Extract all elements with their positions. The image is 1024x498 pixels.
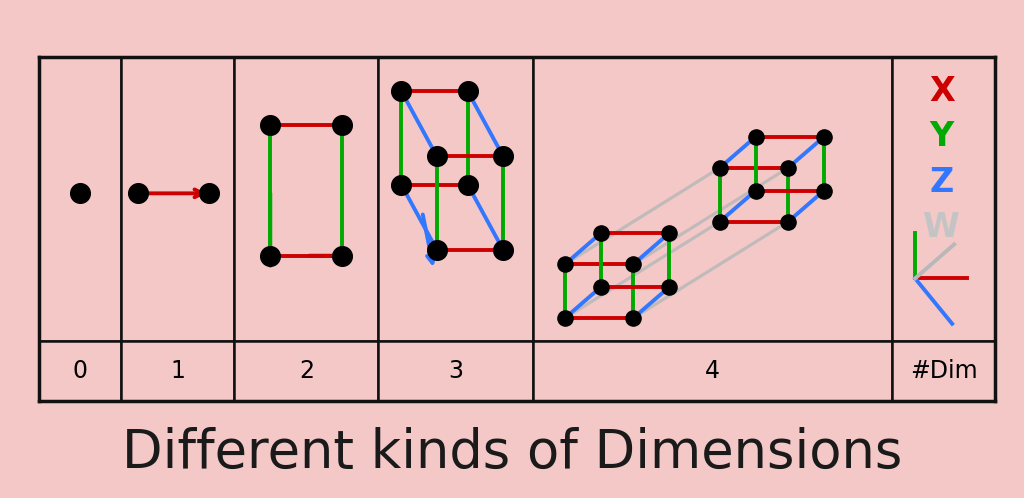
Text: 2: 2: [299, 359, 313, 383]
Point: [816, 132, 833, 140]
Point: [816, 187, 833, 195]
Point: [334, 251, 350, 259]
Text: #Dim: #Dim: [910, 359, 978, 383]
Point: [748, 187, 764, 195]
Point: [262, 122, 279, 129]
Point: [748, 132, 764, 140]
Point: [429, 246, 445, 254]
Point: [780, 218, 797, 226]
Point: [429, 152, 445, 160]
Text: X: X: [929, 75, 954, 108]
Text: 3: 3: [447, 359, 463, 383]
Point: [334, 122, 350, 129]
Text: 1: 1: [170, 359, 185, 383]
Text: 0: 0: [73, 359, 87, 383]
Point: [712, 164, 728, 172]
Text: 4: 4: [705, 359, 720, 383]
Point: [393, 181, 410, 189]
Point: [393, 87, 410, 95]
Text: Z: Z: [930, 165, 954, 199]
Point: [593, 229, 609, 237]
Point: [712, 218, 728, 226]
Point: [495, 246, 511, 254]
Point: [202, 189, 218, 197]
Point: [460, 181, 476, 189]
Point: [495, 152, 511, 160]
Point: [557, 260, 573, 268]
Text: W: W: [924, 211, 961, 244]
Point: [625, 314, 641, 322]
Point: [662, 283, 678, 291]
Point: [460, 87, 476, 95]
Point: [780, 164, 797, 172]
Text: Y: Y: [930, 120, 954, 153]
Point: [662, 229, 678, 237]
Text: Different kinds of Dimensions: Different kinds of Dimensions: [122, 427, 902, 479]
Point: [593, 283, 609, 291]
Point: [557, 314, 573, 322]
Point: [72, 189, 88, 197]
Point: [625, 260, 641, 268]
Point: [130, 189, 146, 197]
Point: [262, 251, 279, 259]
